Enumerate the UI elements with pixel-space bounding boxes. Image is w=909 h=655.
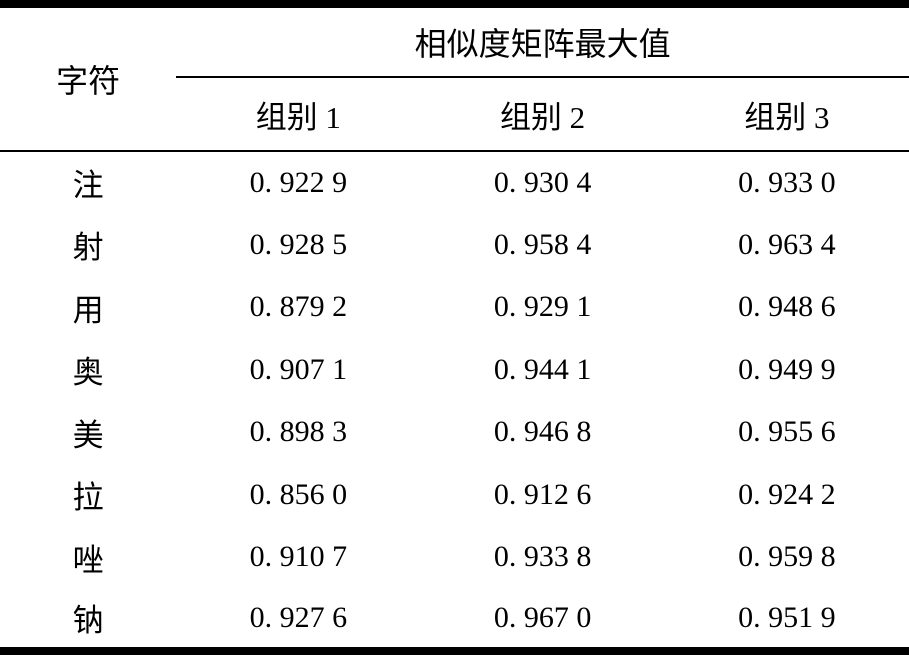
header-row-groups: 组别 1 组别 2 组别 3 (0, 77, 909, 152)
row-label: 美 (72, 417, 104, 453)
table-row: 唑 0. 910 7 0. 933 8 0. 959 8 (0, 526, 909, 589)
cell-value: 0. 951 9 (738, 600, 836, 634)
cell-value: 0. 924 2 (738, 477, 836, 511)
cell-value: 0. 949 9 (738, 352, 836, 386)
column-header-group-2: 组别 2 (420, 77, 665, 152)
cell-value: 0. 929 1 (493, 290, 592, 324)
cell-value: 0. 910 7 (249, 540, 348, 574)
cell-value: 0. 898 3 (249, 415, 348, 449)
row-label: 钠 (72, 603, 104, 639)
header-row-span: 字符 相似度矩阵最大值 (0, 4, 909, 152)
table-row: 用 0. 879 2 0. 929 1 0. 948 6 (0, 276, 909, 339)
table-row: 美 0. 898 3 0. 946 8 0. 955 6 (0, 401, 909, 464)
row-label: 注 (72, 168, 104, 204)
cell-value: 0. 930 4 (493, 165, 592, 199)
table-row: 钠 0. 927 6 0. 967 0 0. 951 9 (0, 589, 909, 652)
cell-value: 0. 907 1 (249, 352, 348, 386)
table-row: 射 0. 928 5 0. 958 4 0. 963 4 (0, 214, 909, 277)
column-header-group-3: 组别 3 (664, 77, 909, 152)
row-label: 奥 (72, 355, 104, 391)
cell-value: 0. 948 6 (738, 290, 836, 324)
cell-value: 0. 879 2 (249, 290, 348, 324)
column-header-character: 字符 (0, 4, 177, 152)
table-row: 注 0. 922 9 0. 930 4 0. 933 0 (0, 151, 909, 214)
cell-value: 0. 922 9 (249, 165, 348, 199)
cell-value: 0. 933 0 (738, 165, 836, 199)
cell-value: 0. 958 4 (493, 227, 592, 261)
cell-value: 0. 967 0 (493, 600, 592, 634)
row-label: 用 (72, 292, 104, 328)
column-header-group-1: 组别 1 (176, 77, 421, 152)
column-header-similarity-max: 相似度矩阵最大值 (176, 4, 909, 78)
cell-value: 0. 928 5 (249, 227, 348, 261)
cell-value: 0. 927 6 (249, 600, 348, 634)
cell-value: 0. 946 8 (493, 415, 592, 449)
cell-value: 0. 944 1 (493, 352, 592, 386)
cell-value: 0. 959 8 (738, 540, 836, 574)
cell-value: 0. 912 6 (493, 477, 592, 511)
table-row: 奥 0. 907 1 0. 944 1 0. 949 9 (0, 339, 909, 402)
cell-value: 0. 955 6 (738, 415, 836, 449)
row-label: 射 (72, 230, 104, 266)
row-label: 拉 (72, 480, 104, 516)
row-label: 唑 (72, 542, 104, 578)
table-row: 拉 0. 856 0 0. 912 6 0. 924 2 (0, 464, 909, 527)
cell-value: 0. 963 4 (738, 227, 836, 261)
cell-value: 0. 933 8 (493, 540, 592, 574)
cell-value: 0. 856 0 (249, 477, 348, 511)
